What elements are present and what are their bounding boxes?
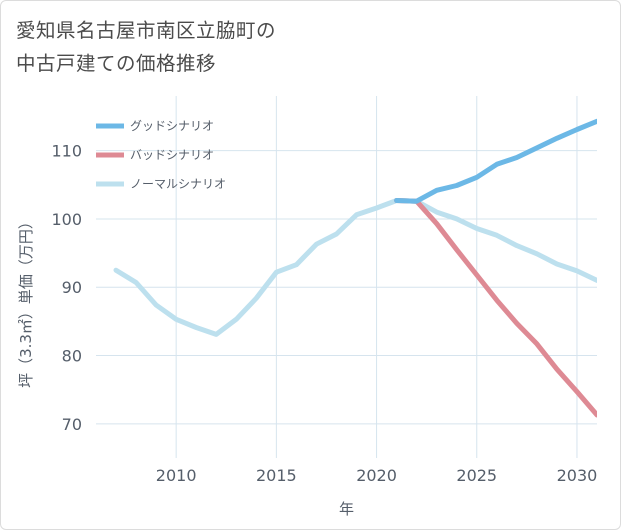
- y-axis-title: 坪（3.3㎡）単価（万円）: [17, 214, 35, 388]
- title-line-1: 愛知県名古屋市南区立脇町の: [16, 19, 277, 42]
- legend-label: ノーマルシナリオ: [130, 177, 226, 191]
- y-tick-label: 110: [51, 142, 82, 161]
- y-tick-label: 100: [51, 210, 82, 229]
- title-line-2: 中古戸建ての価格推移: [16, 52, 217, 75]
- x-axis-title: 年: [339, 500, 354, 518]
- x-tick-label: 2015: [256, 466, 297, 485]
- x-tick-label: 2020: [356, 466, 397, 485]
- chart-title: 愛知県名古屋市南区立脇町の 中古戸建ての価格推移: [16, 14, 456, 80]
- x-tick-label: 2010: [156, 466, 197, 485]
- legend-label: バッドシナリオ: [130, 148, 214, 162]
- x-tick-label: 2025: [456, 466, 497, 485]
- legend-label: グッドシナリオ: [130, 119, 214, 133]
- series-line-3: [113, 198, 597, 337]
- y-tick-label: 80: [62, 347, 82, 366]
- series-line-1: [394, 118, 597, 204]
- y-tick-label: 90: [62, 278, 82, 297]
- x-tick-label: 2030: [557, 466, 598, 485]
- series-line-2: [394, 198, 597, 418]
- y-tick-label: 70: [62, 415, 82, 434]
